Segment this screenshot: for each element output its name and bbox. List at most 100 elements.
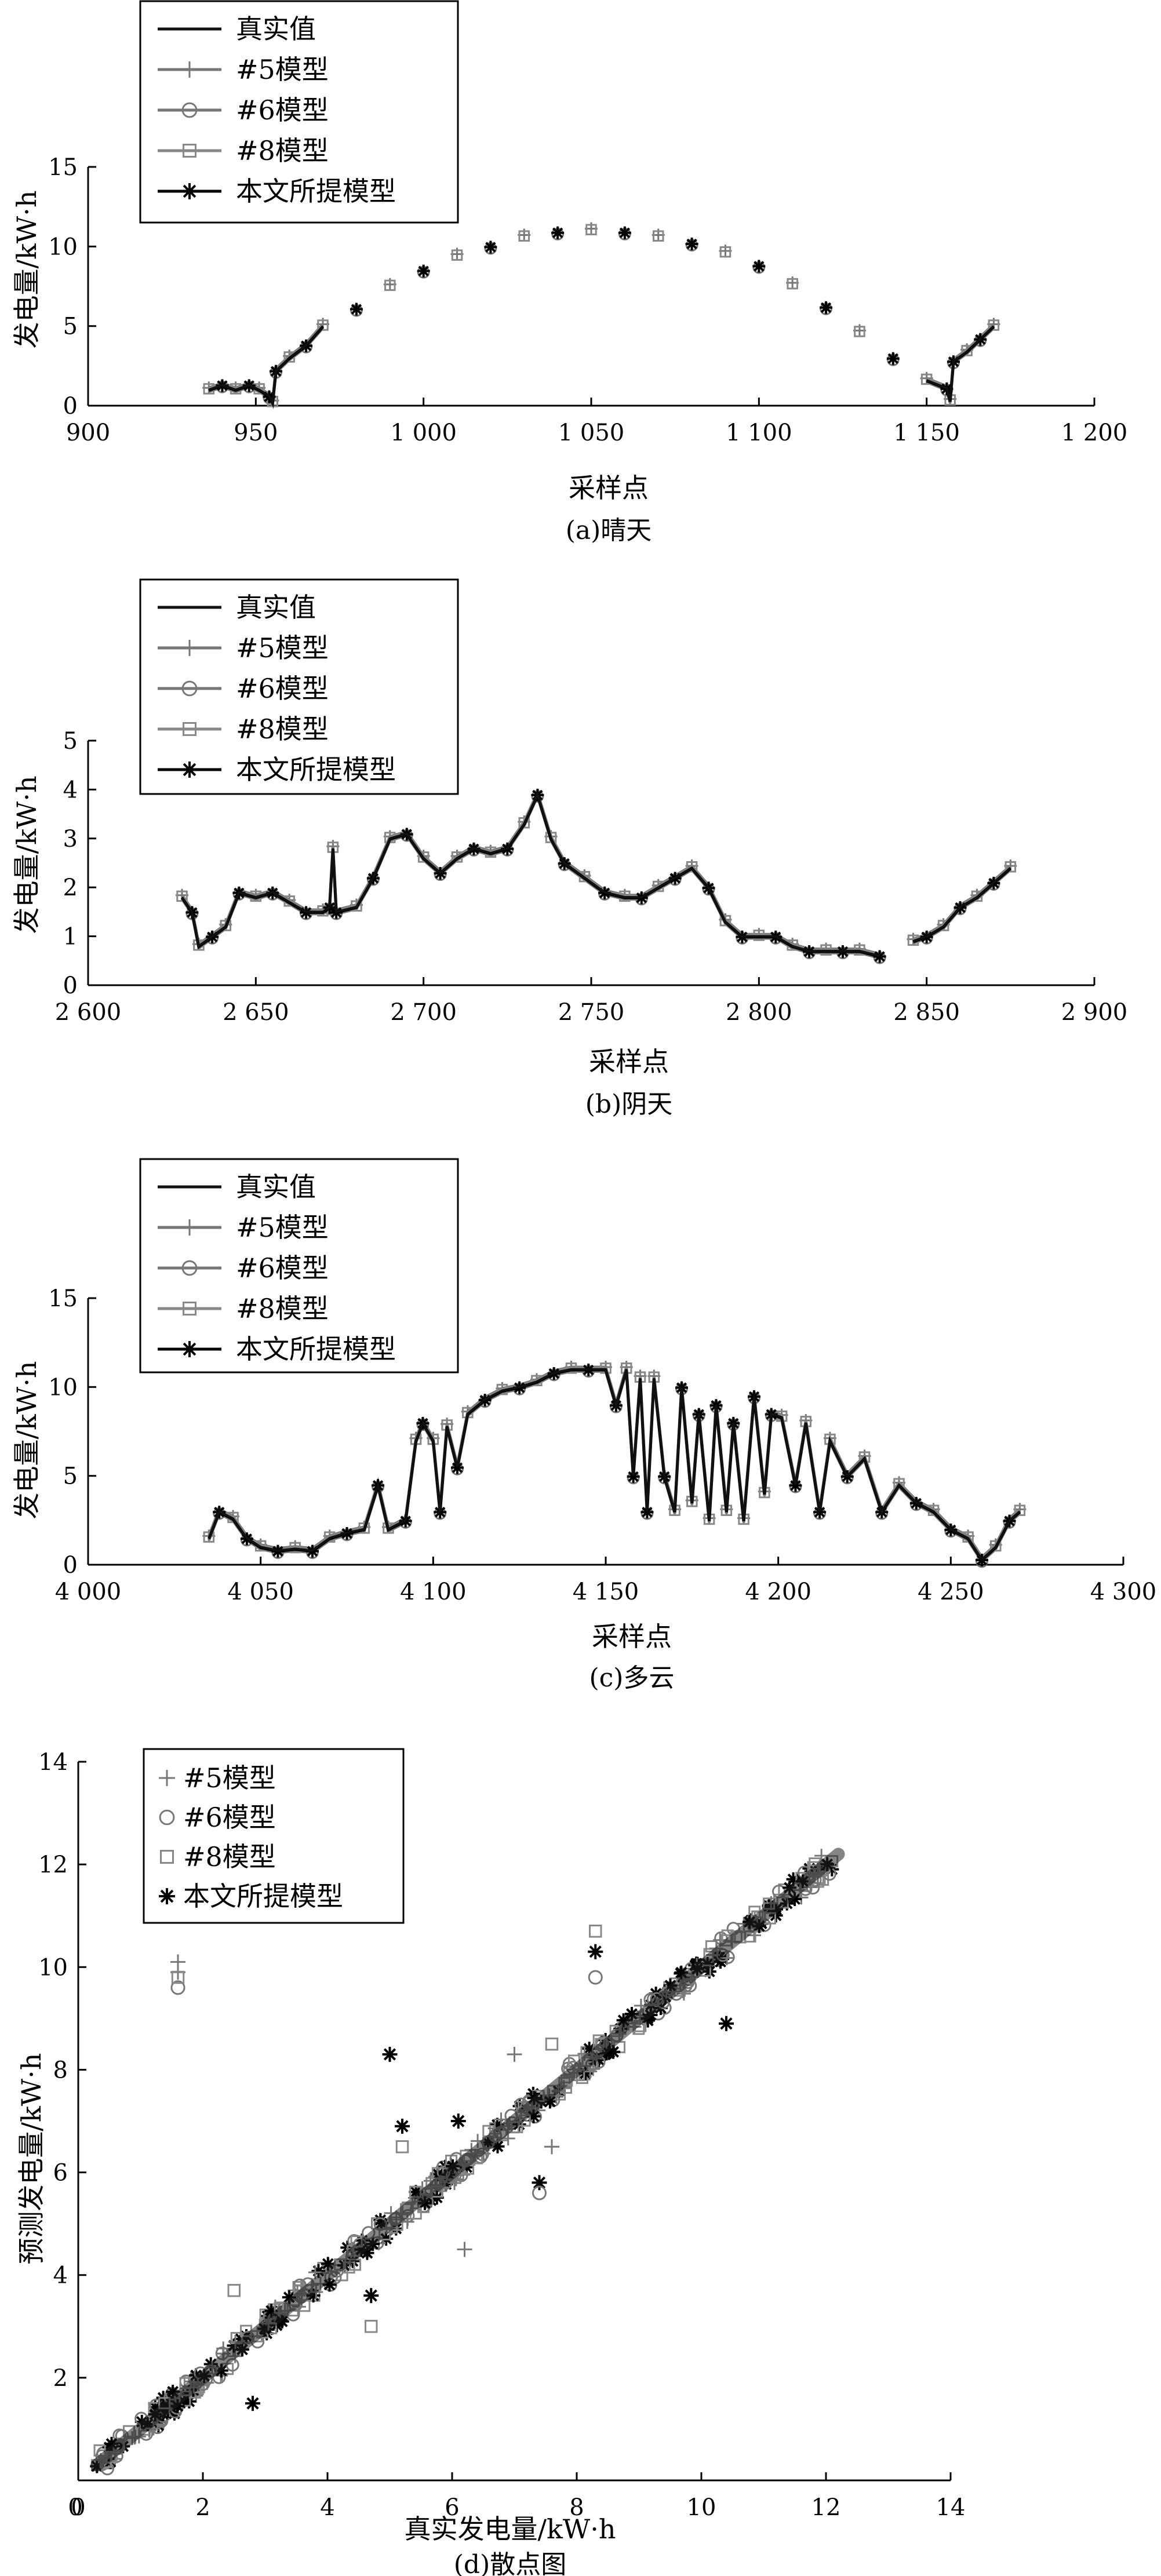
series-m8-point [384,279,396,292]
scatter-outlier [365,2320,378,2333]
scatter-point-ray [283,2291,295,2304]
series-m8-point [893,1478,905,1489]
series-proposed-point-ray [814,1507,825,1518]
panel-c-xlabel: 采样点 [592,1621,672,1652]
series-m8-point [585,224,597,235]
series-m8-point [220,920,232,931]
series-m8-point [417,851,430,863]
panel-a-y-tick-label: 15 [48,154,78,181]
scatter-point-ray [617,2014,629,2027]
series-m8-point [451,249,463,261]
series-m8-point [578,870,591,883]
series-m8-point [545,832,557,843]
legend-label-m8: #8模型 [183,1841,276,1872]
panel-b-x-tick-label: 2 800 [726,999,792,1026]
panel-d-legend-box [143,1748,405,1924]
legend-marker-m6 [159,1809,175,1826]
legend-label-m5: #5模型 [236,1212,329,1243]
panel-a-x-tick-label: 900 [66,420,110,446]
legend-label-actual: 真实值 [236,1171,316,1203]
series-actual-line [208,325,324,407]
panel-c-y-tick-label: 5 [63,1463,78,1490]
panel-b-y-tick-label: 4 [63,777,78,803]
panel-a-caption: (a)晴天 [566,516,652,545]
panel-c-legend-box [139,1158,459,1373]
series-m8-point [787,278,798,290]
series-m8-point [971,890,983,902]
legend-marker-proposed-ray [160,1889,174,1903]
legend-label-m5: #5模型 [236,54,329,85]
series-m5-line [912,865,1011,941]
series-m8-point [518,817,530,829]
scatter-point-ray [583,2043,595,2054]
panel-c-y-tick-label: 0 [63,1552,78,1579]
panel-a-x-tick-label: 1 200 [1061,420,1128,446]
scatter-outlier-ray [383,2048,396,2061]
legend-label-proposed: 本文所提模型 [183,1881,343,1912]
panel-a-x-tick-label: 1 100 [726,420,792,446]
panel-d-x-tick-label: 14 [936,2494,966,2521]
panel-a-ylabel: 发电量/kW·h [11,191,42,349]
panel-a-xlabel: 采样点 [569,472,649,504]
series-proposed-point-ray [435,1507,446,1518]
scatter-point-ray [276,2315,288,2327]
panel-c-x-tick-label: 4 150 [573,1579,639,1605]
series-m8-point [961,345,973,356]
panel-b-ylabel: 发电量/kW·h [11,776,42,934]
legend-marker-proposed-ray [183,184,196,198]
panel-d-x-tick-label: 4 [320,2494,334,2521]
panel-d-x-tick-label: 8 [569,2494,584,2521]
scatter-outlier-ray [396,2120,409,2133]
scatter-outlier [589,1925,602,1938]
panel-b-y-tick-label: 2 [63,875,78,901]
panel-b-x-tick-label: 2 900 [1061,999,1128,1026]
panel-b-y-tick-label: 3 [63,826,78,852]
legend-label-actual: 真实值 [236,13,316,45]
panel-b-xlabel: 采样点 [589,1046,669,1077]
panel-a-x-tick-label: 1 000 [390,420,457,446]
panel-a-legend-box [139,0,459,224]
scatter-point-ray [322,2258,334,2270]
legend-label-actual: 真实值 [236,592,316,623]
series-m8-point [203,1531,215,1543]
legend-marker-m8 [160,1850,174,1864]
panel-b-plot: 2 600 2 650 2 700 2 750 2 800 2 850 2 900 0 1 2 3 4… [55,728,1128,1026]
panel-d-y-tick-label: 6 [53,2160,68,2187]
series-proposed-point-ray [619,227,631,238]
series-m8-point [518,230,530,242]
panel-c-ylabel: 发电量/kW·h [11,1361,42,1520]
legend-marker-proposed-ray [183,1342,196,1356]
series-m8-point [351,900,362,912]
series-m8-line [912,865,1011,942]
scatter-point-ray [492,2140,504,2152]
series-m8-point [937,920,949,931]
scatter-outlier-ray [365,2289,377,2302]
scatter-point-ray [410,2186,422,2198]
scatter-point-ray [607,2046,619,2058]
panel-c: 4 000 4 050 4 100 4 150 4 200 4 250 4 300 0 5 10 1… [11,1158,1156,1693]
series-m8-point [1004,861,1017,873]
panel-d-x-tick-label: 2 [195,2494,210,2521]
panel-b-x-tick-label: 2 600 [55,999,122,1026]
panel-a: 900 950 1 000 1 050 1 100 1 150 1 200 0 5 10 15 真实… [11,0,1127,545]
scatter-outlier [170,1980,185,1995]
panel-a-y-tick-label: 10 [48,234,78,260]
series-proposed-point-ray [628,1471,639,1482]
series-actual-line [926,325,995,402]
panel-b-y-tick-label: 5 [63,728,78,755]
series-m8-point [317,319,329,331]
panel-d-ylabel: 预测发电量/kW·h [16,2053,47,2265]
legend-label-m8: #8模型 [236,135,329,166]
scatter-point-ray [361,2247,373,2259]
series-proposed-point-ray [754,261,765,272]
series-m8-point [854,326,865,337]
panel-d-y-tick-label: 12 [38,1852,68,1878]
panel-a-plot: 900 950 1 000 1 050 1 100 1 150 1 200 0 5 10 15 [48,154,1127,446]
panel-d-y-tick-label: 10 [38,1954,68,1981]
legend-label-m8: #8模型 [236,713,329,745]
series-proposed-point-ray [820,302,832,313]
